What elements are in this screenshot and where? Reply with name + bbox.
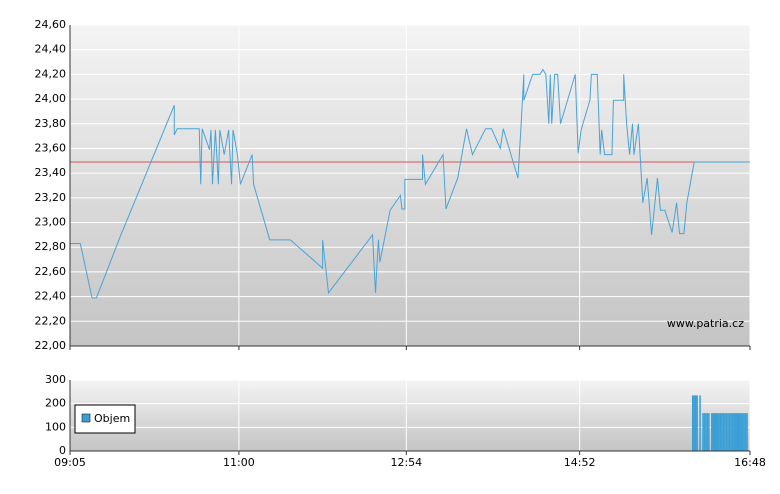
volume-bar <box>721 413 723 451</box>
annotation: www.patria.cz <box>667 317 744 330</box>
y-tick-label: 23,60 <box>35 141 67 154</box>
volume-bar <box>733 413 735 451</box>
volume-bar <box>743 413 745 451</box>
y-tick-label: 22,40 <box>35 290 67 303</box>
volume-bar <box>728 413 731 451</box>
volume-bar <box>725 413 728 451</box>
volume-bar <box>722 413 725 451</box>
volume-bar <box>736 413 738 451</box>
volume-bar <box>734 413 737 451</box>
x-tick-label: 16:48 <box>734 456 766 469</box>
volume-bar <box>696 395 698 451</box>
volume-bar <box>691 395 694 451</box>
volume-bar <box>702 413 704 451</box>
y-tick-label: 200 <box>45 397 66 410</box>
volume-bar <box>712 413 715 451</box>
volume-bar <box>740 413 742 451</box>
volume-bar <box>715 413 717 451</box>
y-tick-label: 23,80 <box>35 117 67 130</box>
y-tick-label: 24,60 <box>35 18 67 31</box>
y-tick-label: 22,00 <box>35 339 67 352</box>
volume-bar <box>705 413 707 451</box>
volume-bar <box>711 413 713 451</box>
volume-bar <box>727 413 729 451</box>
volume-bar <box>714 413 716 451</box>
volume-bar <box>746 413 748 451</box>
legend-label: Objem <box>94 412 130 425</box>
y-tick-label: 22,20 <box>35 314 67 327</box>
y-tick-label: 23,40 <box>35 166 67 179</box>
volume-bar <box>731 413 734 451</box>
volume-bar <box>719 413 722 451</box>
y-tick-label: 24,00 <box>35 92 67 105</box>
volume-bar <box>730 413 732 451</box>
x-tick-label: 09:05 <box>54 456 86 469</box>
x-tick-label: 14:52 <box>564 456 596 469</box>
y-tick-label: 100 <box>45 420 66 433</box>
volume-bar <box>699 395 701 451</box>
volume-bar <box>741 413 744 451</box>
y-tick-label: 300 <box>45 373 66 386</box>
y-tick-label: 24,40 <box>35 43 67 56</box>
volume-bar <box>708 413 710 451</box>
y-tick-label: 0 <box>59 444 66 457</box>
volume-bar <box>737 413 740 451</box>
y-tick-label: 24,20 <box>35 67 67 80</box>
legend-swatch <box>81 413 91 423</box>
y-tick-label: 23,20 <box>35 191 67 204</box>
y-tick-label: 23,00 <box>35 216 67 229</box>
volume-bar <box>694 395 697 451</box>
x-tick-label: 11:00 <box>223 456 255 469</box>
plot-area <box>70 25 750 346</box>
volume-bar <box>693 395 695 451</box>
plot-area <box>70 380 750 451</box>
volume-bar <box>703 413 706 451</box>
price-line <box>70 68 750 299</box>
volume-bar <box>744 413 747 451</box>
volume-bar <box>724 413 726 451</box>
volume-bar <box>706 413 709 451</box>
volume-bar <box>718 413 720 451</box>
volume-bar <box>738 413 741 451</box>
volume-bar <box>716 413 719 451</box>
y-tick-label: 22,80 <box>35 240 67 253</box>
x-tick-label: 12:54 <box>390 456 422 469</box>
y-tick-label: 22,60 <box>35 265 67 278</box>
